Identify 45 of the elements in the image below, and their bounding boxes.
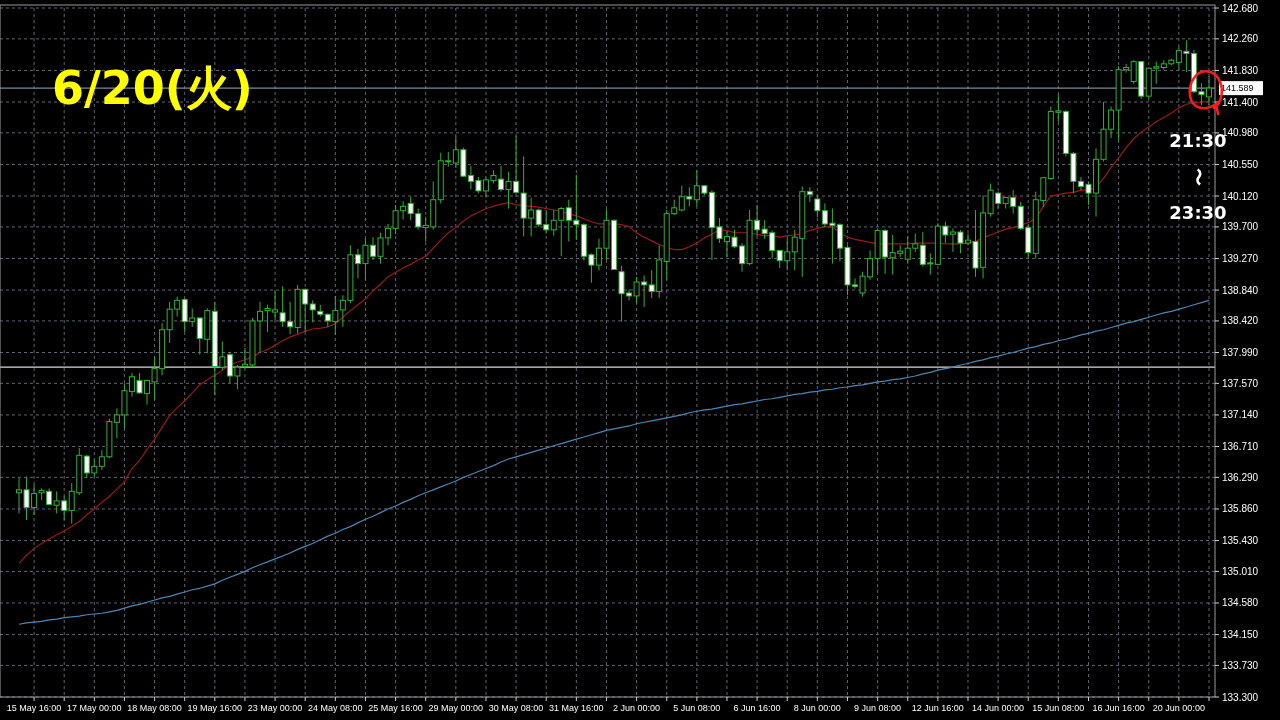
y-tick-label: 133.300: [1222, 691, 1259, 703]
y-tick-label: 140.120: [1222, 190, 1259, 202]
x-tick-label: 9 Jun 08:00: [854, 703, 902, 713]
candlestick: [309, 299, 316, 323]
y-tick-label: 135.010: [1222, 565, 1259, 577]
x-tick-label: 15 May 16:00: [6, 703, 62, 713]
y-tick-label: 135.860: [1222, 503, 1259, 515]
y-tick-label: 137.140: [1222, 409, 1259, 421]
x-tick-label: 25 May 16:00: [368, 703, 423, 713]
x-tick-label: 18 May 08:00: [127, 703, 182, 713]
y-tick-label: 136.710: [1222, 441, 1259, 453]
x-tick-label: 23 May 00:00: [247, 703, 303, 713]
y-tick-label: 137.990: [1222, 347, 1259, 358]
y-tick-label: 141.400: [1222, 96, 1259, 108]
x-tick-label: 30 May 08:00: [488, 703, 544, 713]
y-tick-label: 142.260: [1222, 33, 1259, 45]
x-tick-label: 6 Jun 16:00: [733, 703, 781, 713]
y-tick-label: 138.420: [1222, 315, 1259, 327]
x-tick-label: 29 May 00:00: [428, 703, 484, 713]
x-tick-label: 8 Jun 00:00: [793, 703, 841, 713]
x-tick-label: 19 May 16:00: [187, 703, 243, 713]
x-tick-label: 12 Jun 16:00: [911, 703, 964, 713]
y-tick-label: 134.580: [1222, 597, 1259, 609]
x-tick-label: 2 Jun 00:00: [613, 703, 661, 713]
x-tick-label: 20 Jun 00:00: [1152, 703, 1205, 713]
y-tick-label: 142.680: [1222, 2, 1259, 14]
x-tick-label: 14 Jun 00:00: [972, 703, 1025, 713]
x-tick-label: 5 Jun 08:00: [673, 703, 721, 713]
y-tick-label: 139.700: [1222, 221, 1259, 233]
annotation: 6/20(火): [52, 61, 253, 115]
y-tick-label: 136.290: [1222, 471, 1259, 483]
y-tick-label: 140.550: [1222, 158, 1259, 170]
y-tick-label: 133.730: [1222, 659, 1259, 671]
y-tick-label: 137.570: [1222, 377, 1259, 389]
x-tick-label: 31 May 16:00: [549, 703, 604, 713]
y-tick-label: 134.150: [1222, 629, 1259, 641]
line-series: [18, 299, 1210, 625]
x-tick-label: 15 Jun 08:00: [1032, 703, 1085, 713]
y-tick-label: 141.830: [1222, 64, 1259, 76]
x-tick-label: 16 Jun 16:00: [1092, 703, 1145, 713]
y-tick-label: 135.430: [1222, 535, 1259, 547]
y-tick-label: 138.840: [1222, 284, 1259, 296]
x-tick-label: 17 May 00:00: [67, 703, 122, 713]
y-tick-label: 139.270: [1222, 252, 1259, 264]
x-tick-label: 24 May 08:00: [308, 703, 363, 713]
